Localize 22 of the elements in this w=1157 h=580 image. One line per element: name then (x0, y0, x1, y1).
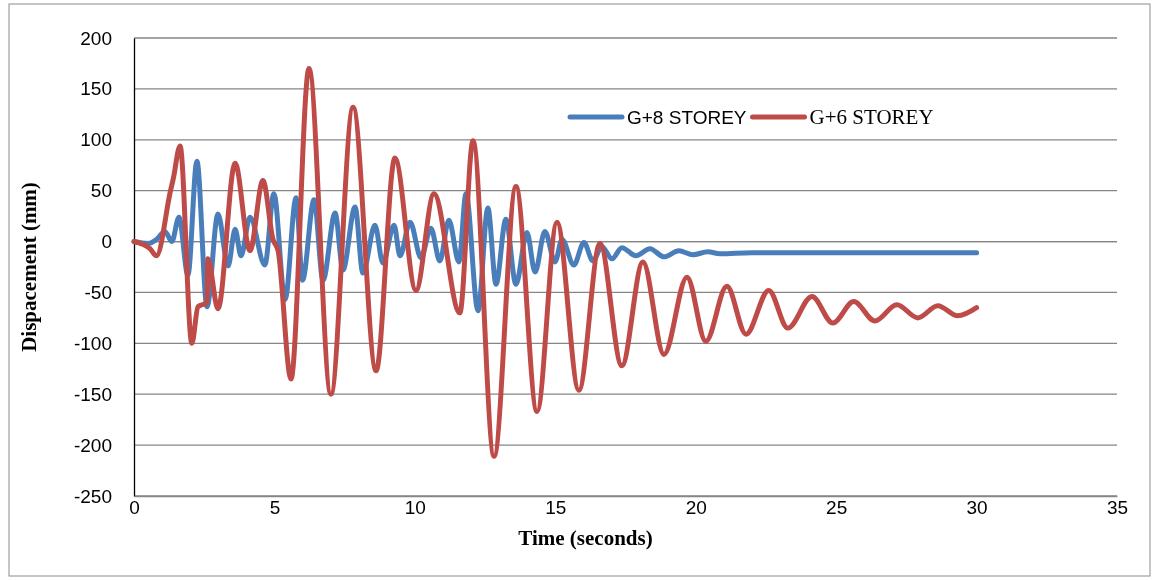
x-axis-title: Time (seconds) (518, 526, 653, 550)
y-tick-label: 0 (101, 231, 112, 253)
x-tick-label: 25 (826, 497, 848, 519)
y-tick-label: 100 (80, 129, 112, 151)
y-tick-label: -50 (84, 282, 112, 304)
x-tick-label: 5 (269, 497, 281, 519)
y-tick-label: -100 (73, 332, 112, 354)
x-tick-label: 15 (545, 497, 567, 519)
x-tick-label: 35 (1106, 497, 1129, 519)
y-tick-label: -200 (73, 434, 112, 456)
x-tick-label: 20 (685, 497, 707, 519)
y-tick-label: -150 (73, 383, 112, 405)
y-tick-label: 50 (90, 180, 112, 202)
y-tick-label: 150 (80, 78, 112, 100)
legend-label: G+6 STOREY (809, 105, 934, 129)
x-tick-label: 10 (404, 497, 426, 519)
y-tick-label: -250 (73, 485, 112, 507)
legend-label: G+8 STOREY (627, 107, 747, 128)
x-tick-label: 30 (966, 497, 988, 519)
y-axis-title: Dispacement (mm) (17, 182, 41, 352)
y-tick-label: 200 (80, 27, 112, 49)
x-tick-label: 0 (129, 497, 140, 519)
